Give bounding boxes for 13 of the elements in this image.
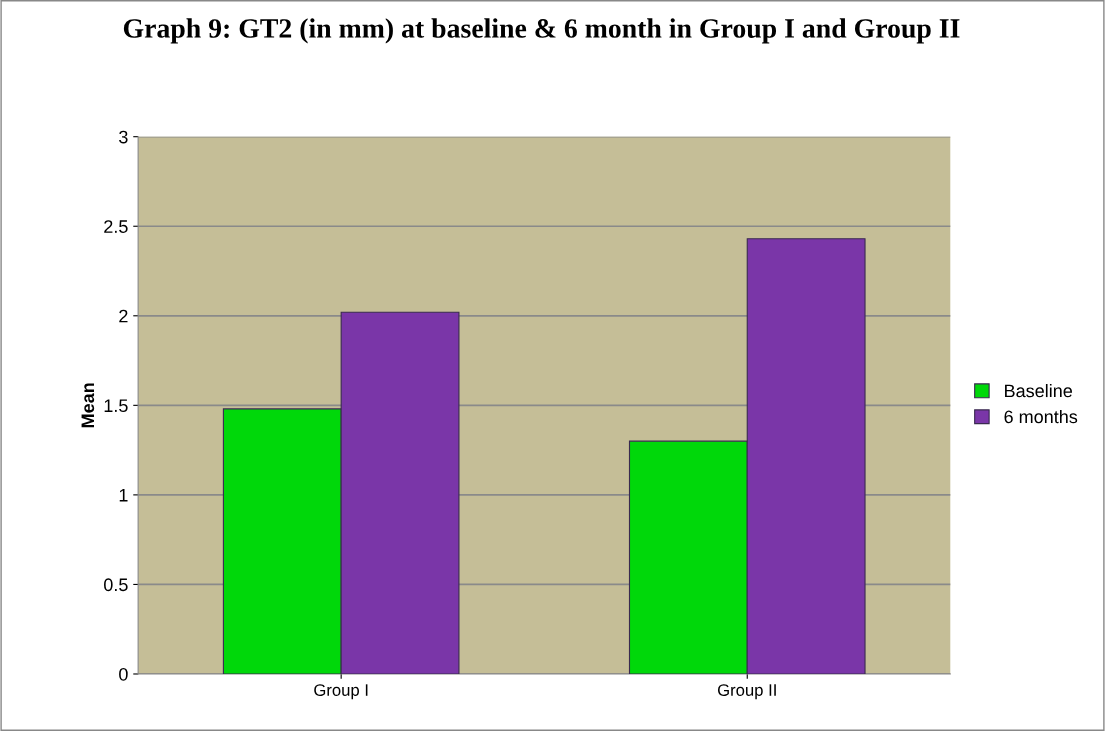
chart-title: Graph 9: GT2 (in mm) at baseline & 6 month in Group I and Group II — [123, 18, 960, 44]
y-tick-label: 0 — [119, 667, 128, 681]
legend-label: 6 months — [1004, 409, 1078, 424]
y-tick-label: 2.5 — [104, 220, 128, 233]
y-tick-label: 0.5 — [104, 578, 128, 592]
x-tick-label: Group II — [717, 684, 776, 700]
y-axis-title: Mean — [81, 383, 95, 428]
y-tick-label: 1 — [119, 489, 128, 502]
x-tick-label: Group I — [314, 684, 368, 700]
y-tick-label: 3 — [119, 130, 128, 144]
y-tick-label: 2 — [119, 309, 128, 323]
y-tick-label: 1.5 — [104, 399, 128, 413]
legend-label: Baseline — [1005, 383, 1073, 398]
